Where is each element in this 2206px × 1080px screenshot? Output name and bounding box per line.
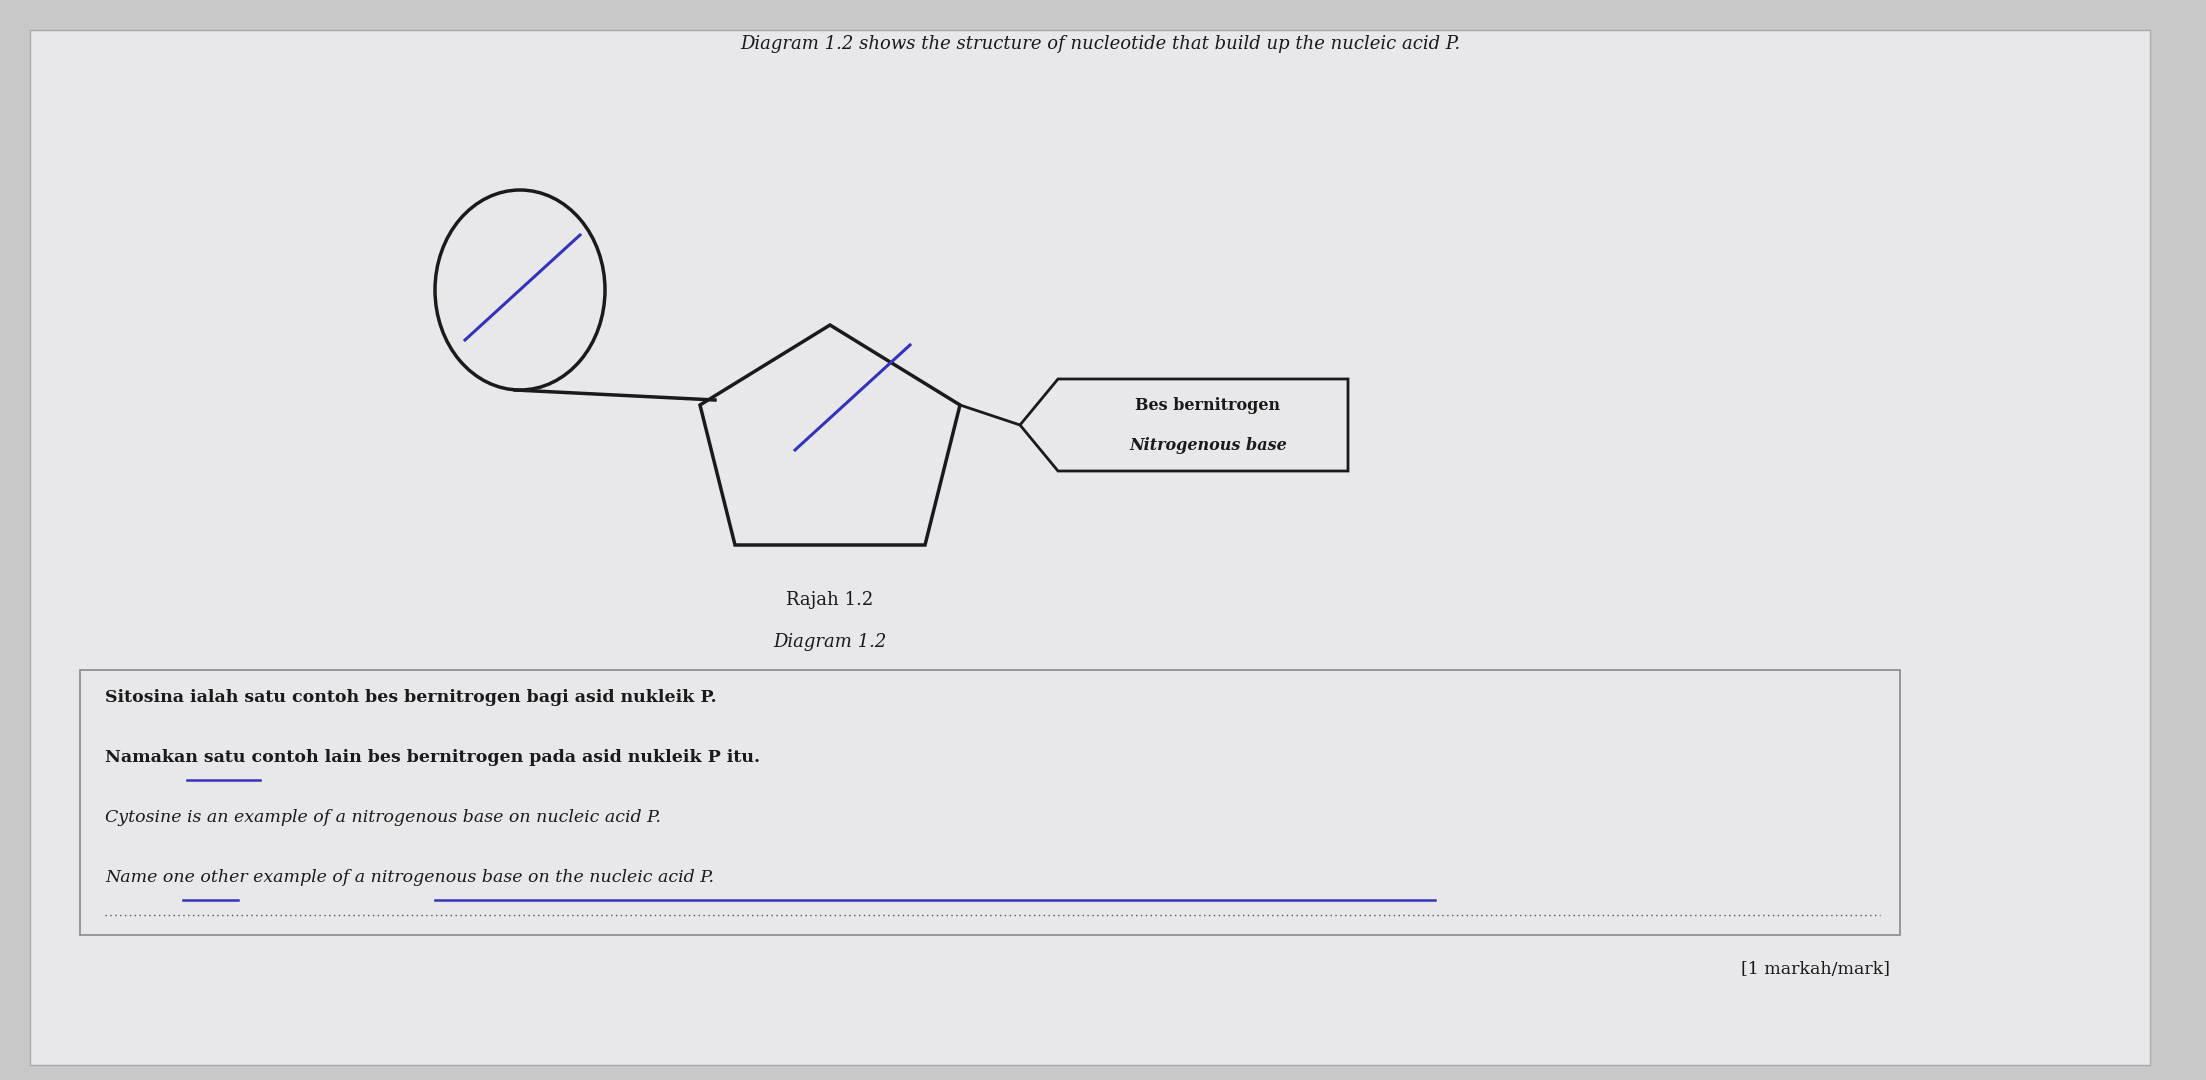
Text: Sitosina ialah satu contoh bes bernitrogen bagi asid nukleik P.: Sitosina ialah satu contoh bes bernitrog… (106, 689, 717, 706)
Text: Diagram 1.2 shows the structure of nucleotide that build up the nucleic acid P.: Diagram 1.2 shows the structure of nucle… (739, 35, 1460, 53)
Text: Name one other example of a nitrogenous base on the nucleic acid P.: Name one other example of a nitrogenous … (106, 869, 715, 887)
Text: Rajah 1.2: Rajah 1.2 (785, 591, 874, 609)
FancyBboxPatch shape (31, 30, 2151, 1065)
Text: Bes bernitrogen: Bes bernitrogen (1136, 396, 1279, 414)
Text: Namakan satu contoh lain bes bernitrogen pada asid nukleik P itu.: Namakan satu contoh lain bes bernitrogen… (106, 750, 761, 767)
Text: Nitrogenous base: Nitrogenous base (1129, 436, 1286, 454)
Text: [1 markah/mark]: [1 markah/mark] (1741, 961, 1891, 978)
Text: Diagram 1.2: Diagram 1.2 (774, 633, 887, 651)
Text: Cytosine is an example of a nitrogenous base on nucleic acid P.: Cytosine is an example of a nitrogenous … (106, 810, 662, 826)
